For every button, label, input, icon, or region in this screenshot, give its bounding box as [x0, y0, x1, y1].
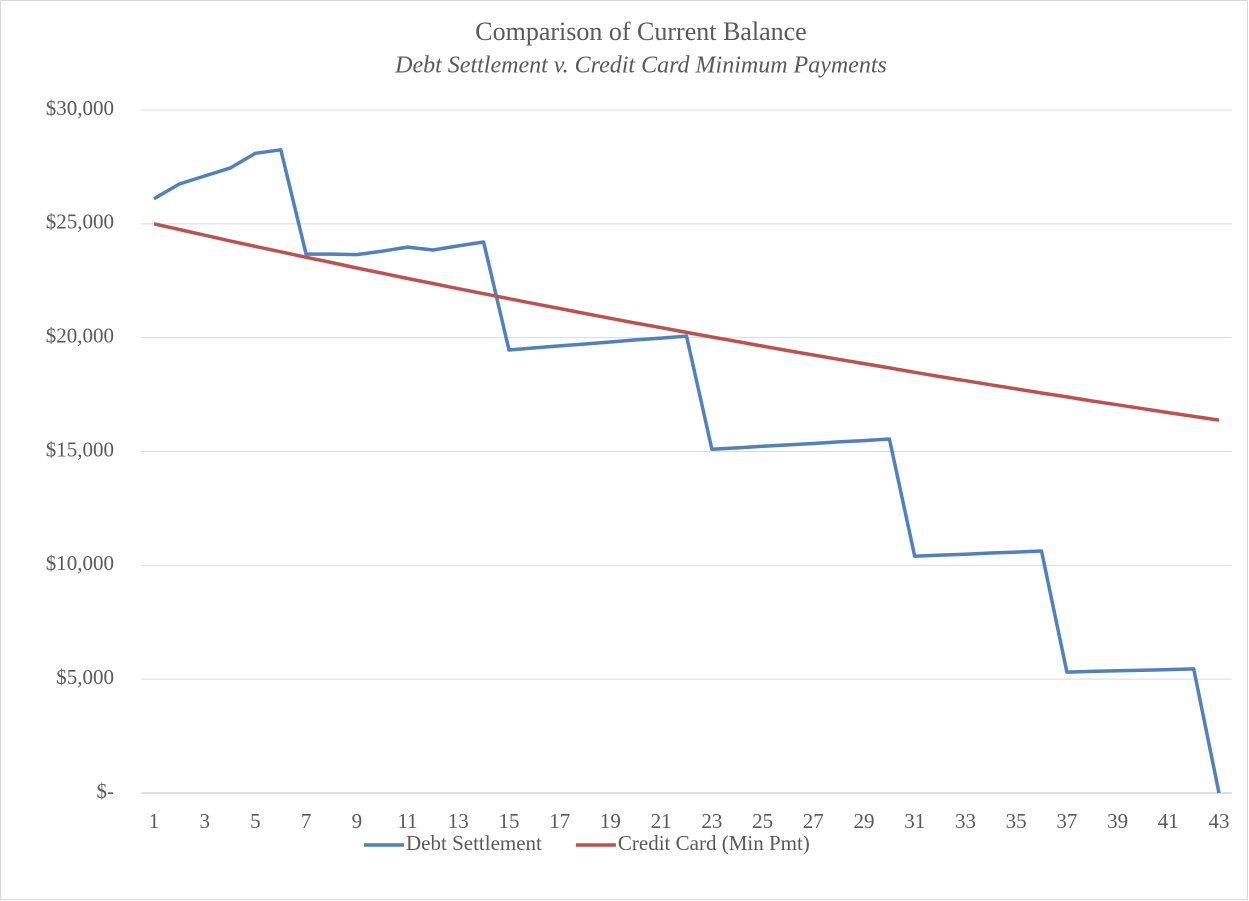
- y-tick-label: $15,000: [46, 437, 114, 461]
- x-tick-label: 27: [803, 809, 824, 833]
- x-tick-label: 1: [149, 809, 160, 833]
- x-tick-label: 9: [352, 809, 363, 833]
- y-tick-label: $-: [97, 779, 115, 803]
- legend-label: Credit Card (Min Pmt): [618, 831, 810, 855]
- x-tick-label: 11: [397, 809, 417, 833]
- y-tick-label: $5,000: [56, 665, 114, 689]
- x-tick-label: 19: [600, 809, 621, 833]
- x-tick-label: 15: [498, 809, 519, 833]
- x-tick-label: 25: [752, 809, 773, 833]
- x-tick-label: 43: [1209, 809, 1230, 833]
- y-tick-label: $25,000: [46, 210, 114, 234]
- x-tick-label: 39: [1107, 809, 1128, 833]
- x-tick-label: 21: [651, 809, 672, 833]
- x-tick-label: 31: [904, 809, 925, 833]
- chart-title: Comparison of Current Balance: [475, 17, 806, 46]
- y-tick-label: $10,000: [46, 551, 114, 575]
- legend-label: Debt Settlement: [406, 831, 542, 855]
- x-tick-label: 33: [955, 809, 976, 833]
- x-tick-label: 7: [301, 809, 312, 833]
- series-line: [153, 148, 1221, 794]
- y-tick-label: $30,000: [46, 96, 114, 120]
- x-tick-label: 13: [448, 809, 469, 833]
- x-tick-label: 5: [250, 809, 261, 833]
- x-tick-label: 37: [1056, 809, 1077, 833]
- x-tick-label: 3: [199, 809, 210, 833]
- chart-subtitle: Debt Settlement v. Credit Card Minimum P…: [394, 53, 887, 79]
- x-tick-label: 35: [1006, 809, 1027, 833]
- x-tick-label: 23: [701, 809, 722, 833]
- x-tick-label: 17: [549, 809, 570, 833]
- x-tick-label: 29: [854, 809, 875, 833]
- x-tick-label: 41: [1158, 809, 1179, 833]
- series-line: [153, 222, 1220, 422]
- y-tick-label: $20,000: [46, 323, 114, 347]
